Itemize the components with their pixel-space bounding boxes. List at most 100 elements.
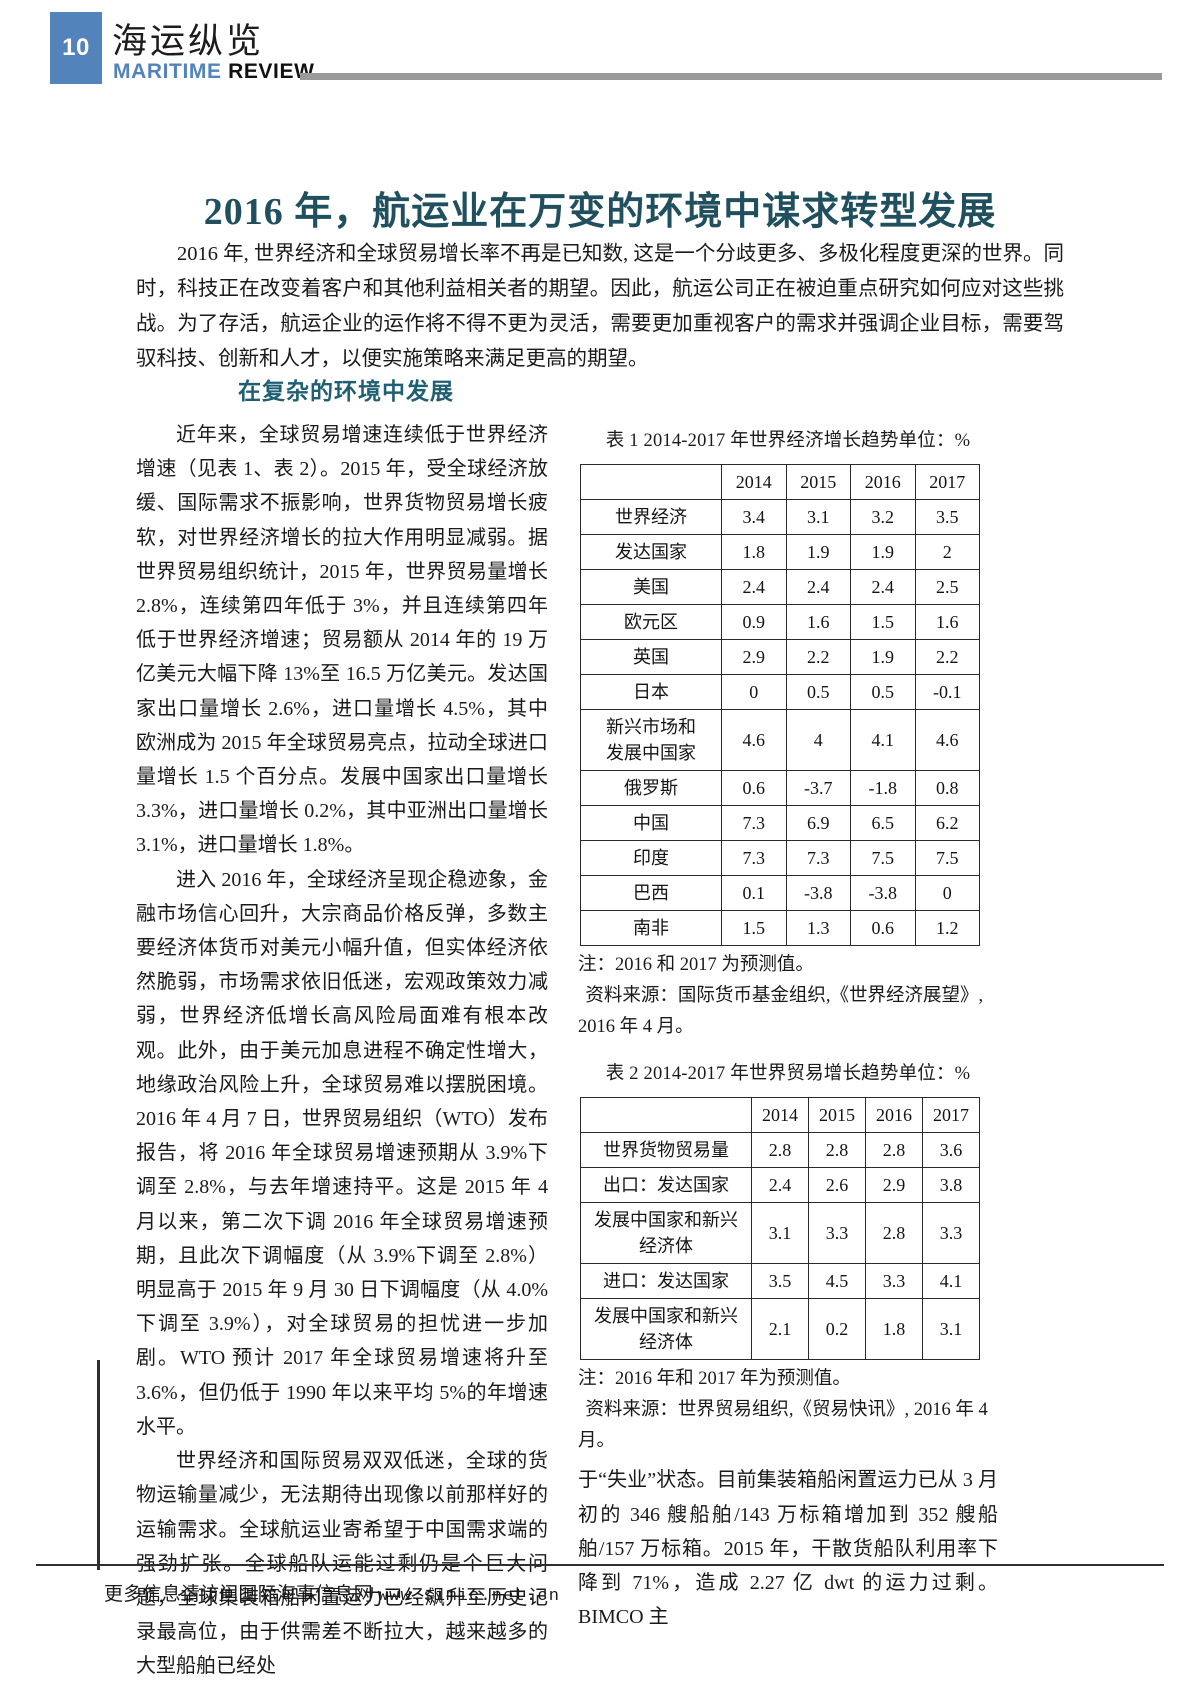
table2-caption: 表 2 2014-2017 年世界贸易增长趋势单位：% xyxy=(605,1064,971,1085)
table-cell-value: 4.1 xyxy=(922,1263,980,1300)
table-cell-value: 0.8 xyxy=(914,770,980,807)
table2-source: 资料来源：世界贸易组织,《贸易快讯》, 2016 年 4 月。 xyxy=(578,1400,988,1452)
table-cell-value: 2.8 xyxy=(865,1202,923,1265)
left-paragraph-1: 近年来，全球贸易增速连续低于世界经济增速（见表 1、表 2）。2015 年，受全… xyxy=(136,424,548,857)
table-row: 印度 7.3 7.3 7.5 7.5 xyxy=(580,840,980,877)
table-cell-value: 7.5 xyxy=(914,840,980,877)
publication-title-cn: 海运纵览 xyxy=(112,22,265,61)
table1-caption: 表 1 2014-2017 年世界经济增长趋势单位：% xyxy=(605,431,971,451)
table-row-label: 美国 xyxy=(580,569,722,606)
table-corner-cell xyxy=(580,464,722,501)
table-row: 世界经济 3.4 3.1 3.2 3.5 xyxy=(580,499,980,536)
table-cell-value: 6.9 xyxy=(785,805,851,842)
table-cell-value: 3.6 xyxy=(922,1132,980,1169)
table-cell-value: -3.8 xyxy=(850,875,916,912)
table-cell-value: 0.5 xyxy=(850,674,916,711)
table-cell-value: 4 xyxy=(785,709,851,772)
table2-note: 注：2016 年和 2017 年为预测值。 xyxy=(578,1369,851,1390)
table-cell-value: 3.3 xyxy=(922,1202,980,1265)
footer-divider-rule xyxy=(36,1564,1164,1566)
table-cell-value: 3.3 xyxy=(865,1263,923,1300)
table-cell-value: 3.8 xyxy=(922,1167,980,1204)
table-cell-value: 2.2 xyxy=(914,639,980,676)
table-row: 南非 1.5 1.3 0.6 1.2 xyxy=(580,910,980,947)
table-cell-value: 2.8 xyxy=(808,1132,866,1169)
publication-title-en-maritime: MARITIME xyxy=(113,60,222,83)
table-cell-value: 3.1 xyxy=(922,1298,980,1361)
right-paragraph-continuation: 于“失业”状态。目前集装箱船闲置运力已从 3 月初的 346 艘船舶/143 万… xyxy=(578,1469,998,1629)
table-row-label: 英国 xyxy=(580,639,722,676)
table-row-label: 俄罗斯 xyxy=(580,770,722,807)
table-cell-value: -1.8 xyxy=(850,770,916,807)
publication-title-en-review: REVIEW xyxy=(228,60,315,83)
table-cell-value: 4.6 xyxy=(914,709,980,772)
page-header: 10 海运纵览 MARITIME REVIEW xyxy=(0,0,1200,110)
left-paragraph-3: 世界经济和国际贸易双双低迷，全球的货物运输量减少，无法期待出现像以前那样好的运输… xyxy=(136,1450,548,1678)
table1-body: 2014 2015 2016 2017 世界经济 3.4 3.1 3.2 3.5 发达国家 1.8 1… xyxy=(580,464,980,947)
table-cell-value: 1.5 xyxy=(850,604,916,641)
table-column-header: 2017 xyxy=(914,464,980,501)
table-column-header: 2015 xyxy=(808,1097,866,1134)
table-cell-value: 7.3 xyxy=(721,840,787,877)
table-cell-value: 7.5 xyxy=(850,840,916,877)
table-row-label: 南非 xyxy=(580,910,722,947)
table-cell-value: 2.4 xyxy=(785,569,851,606)
table-cell-value: 0.6 xyxy=(850,910,916,947)
table-cell-value: 4.1 xyxy=(850,709,916,772)
table-cell-value: 1.9 xyxy=(850,534,916,571)
table-row-label: 中国 xyxy=(580,805,722,842)
table-cell-value: 0.5 xyxy=(785,674,851,711)
table-cell-value: -3.7 xyxy=(785,770,851,807)
table-cell-value: 0 xyxy=(914,875,980,912)
table-row-label: 发展中国家和新兴 经济体 xyxy=(580,1202,752,1265)
table-cell-value: 0.6 xyxy=(721,770,787,807)
table-gap-spacer xyxy=(578,1043,998,1057)
table-column-header: 2016 xyxy=(850,464,916,501)
right-content-column: 表 1 2014-2017 年世界经济增长趋势单位：% 2014 2015 2016… xyxy=(578,424,998,1634)
table-cell-value: 2.9 xyxy=(865,1167,923,1204)
table-cell-value: 2.5 xyxy=(914,569,980,606)
table-corner-cell xyxy=(580,1097,752,1134)
table-cell-value: 1.6 xyxy=(914,604,980,641)
table-row: 中国 7.3 6.9 6.5 6.2 xyxy=(580,805,980,842)
table-cell-value: 7.3 xyxy=(721,805,787,842)
footer-label: 更多信息请访问国际海事信息网 xyxy=(104,1584,378,1605)
header-divider-rule xyxy=(300,73,1162,80)
table-cell-value: 6.2 xyxy=(914,805,980,842)
table-cell-value: 3.4 xyxy=(721,499,787,536)
table1-note: 注：2016 和 2017 为预测值。 xyxy=(578,955,814,976)
table-cell-value: 2.8 xyxy=(751,1132,809,1169)
table-row-label: 世界货物贸易量 xyxy=(580,1132,752,1169)
table-cell-value: 3.1 xyxy=(751,1202,809,1265)
table-header-row: 2014 2015 2016 2017 xyxy=(580,1097,980,1134)
section-heading: 在复杂的环境中发展 xyxy=(238,379,454,404)
table-cell-value: 0.9 xyxy=(721,604,787,641)
table-cell-value: 6.5 xyxy=(850,805,916,842)
table-row: 发展中国家和新兴 经济体 3.1 3.3 2.8 3.3 xyxy=(580,1202,980,1265)
table-cell-value: 4.5 xyxy=(808,1263,866,1300)
table-column-header: 2014 xyxy=(751,1097,809,1134)
table-row: 新兴市场和 发展中国家 4.6 4 4.1 4.6 xyxy=(580,709,980,772)
table-row: 发达国家 1.8 1.9 1.9 2 xyxy=(580,534,980,571)
table-row-label: 欧元区 xyxy=(580,604,722,641)
table-cell-value: 0 xyxy=(721,674,787,711)
left-paragraph-2: 进入 2016 年，全球经济呈现企稳迹象，金融市场信心回升，大宗商品价格反弹，多… xyxy=(136,868,548,1438)
table-cell-value: 2.2 xyxy=(785,639,851,676)
table-cell-value: 2.4 xyxy=(751,1167,809,1204)
table-cell-value: 1.9 xyxy=(785,534,851,571)
table2-body: 2014 2015 2016 2017 世界货物贸易量 2.8 2.8 2.8 3.6 出口：发达… xyxy=(580,1097,980,1361)
table-cell-value: 3.1 xyxy=(785,499,851,536)
table-row: 进口：发达国家 3.5 4.5 3.3 4.1 xyxy=(580,1263,980,1300)
table-cell-value: 2.4 xyxy=(850,569,916,606)
table-cell-value: 2.6 xyxy=(808,1167,866,1204)
table-row: 欧元区 0.9 1.6 1.5 1.6 xyxy=(580,604,980,641)
article-title: 2016 年，航运业在万变的环境中谋求转型发展 xyxy=(203,191,997,234)
table-row-label: 巴西 xyxy=(580,875,722,912)
table-row: 日本 0 0.5 0.5 -0.1 xyxy=(580,674,980,711)
table-column-header: 2016 xyxy=(865,1097,923,1134)
table-row: 世界货物贸易量 2.8 2.8 2.8 3.6 xyxy=(580,1132,980,1169)
table-cell-value: 0.2 xyxy=(808,1298,866,1361)
table-cell-value: 2 xyxy=(914,534,980,571)
table-cell-value: 2.9 xyxy=(721,639,787,676)
table-cell-value: 1.2 xyxy=(914,910,980,947)
